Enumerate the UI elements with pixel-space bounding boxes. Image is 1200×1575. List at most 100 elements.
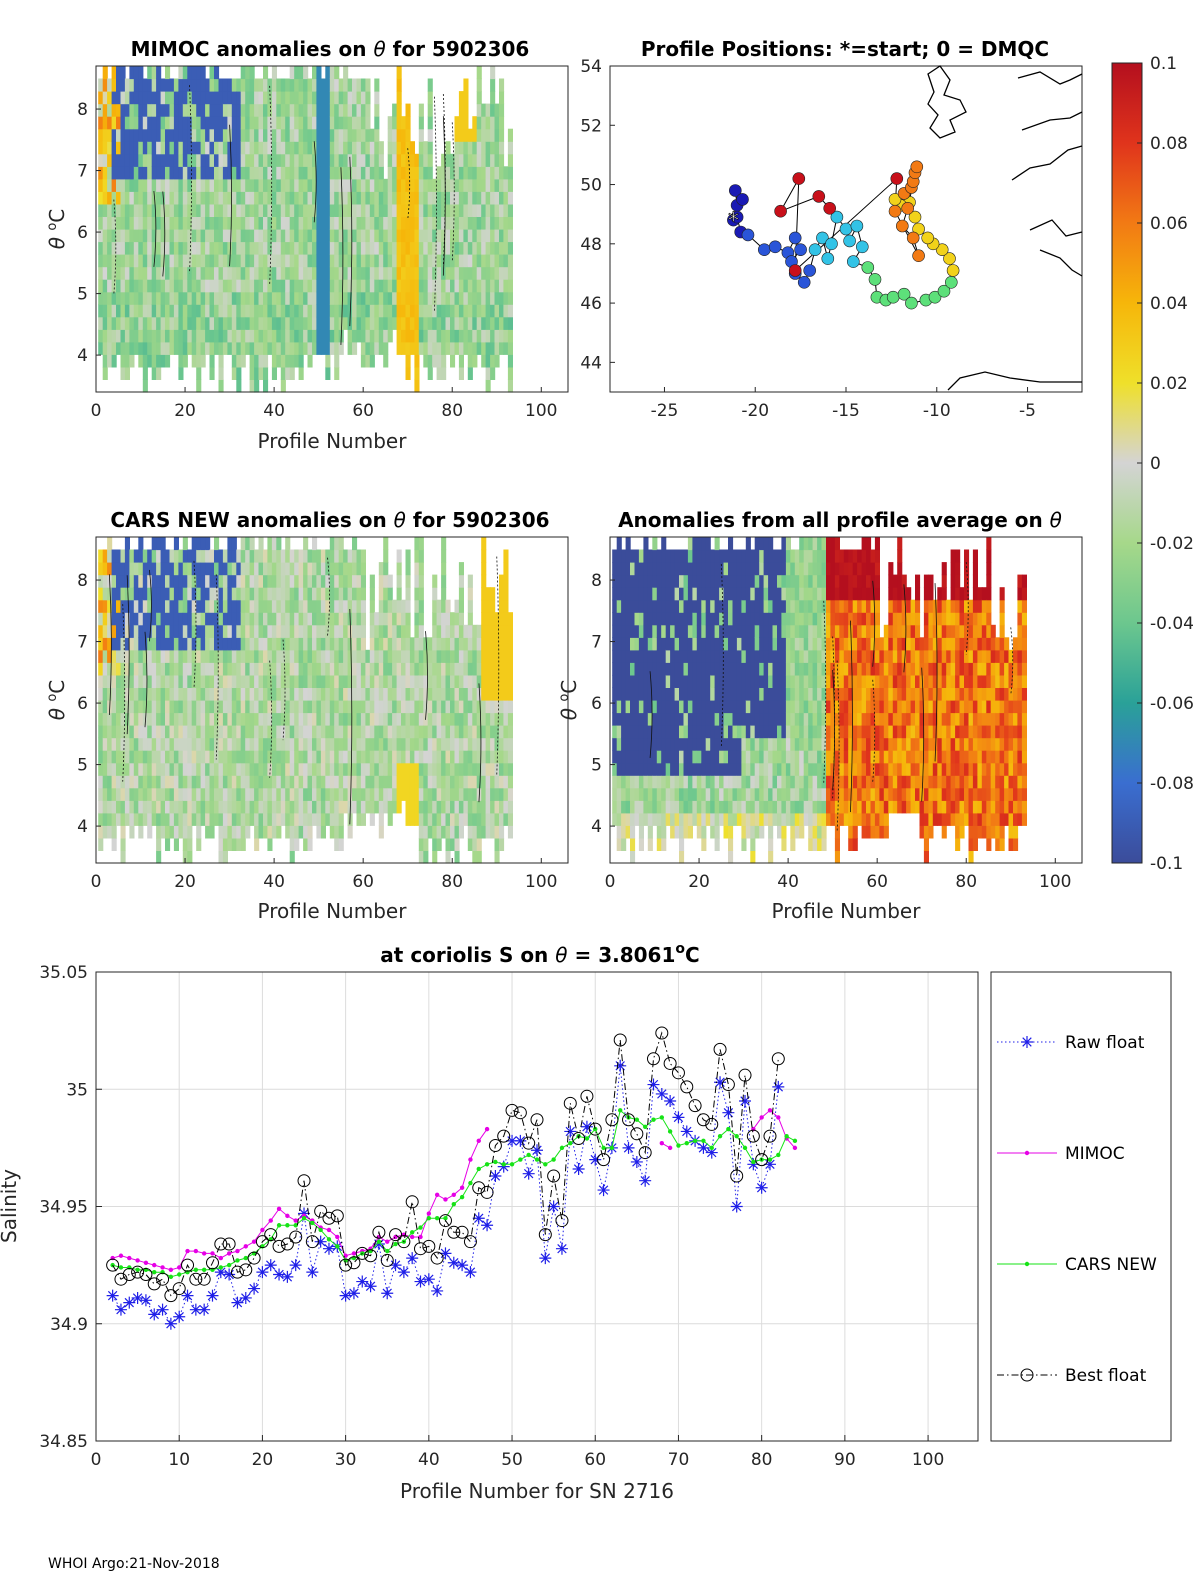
heatmap-cell — [692, 762, 698, 776]
heatmap-cell — [156, 825, 162, 839]
heatmap-cell — [418, 103, 424, 117]
heatmap-cell — [683, 800, 689, 814]
heatmap-cell — [485, 241, 491, 255]
heatmap-cell — [329, 812, 335, 826]
heatmap-cell — [307, 341, 313, 355]
heatmap-cell — [638, 624, 644, 638]
heatmap-cell — [245, 178, 251, 192]
heatmap-cell — [634, 587, 640, 601]
heatmap-cell — [165, 800, 171, 814]
cars-ytick-label: 4 — [77, 817, 88, 837]
heatmap-cell — [298, 800, 304, 814]
heatmap-cell — [138, 812, 144, 826]
heatmap-cell — [329, 216, 335, 230]
heatmap-cell — [441, 825, 447, 839]
heatmap-cell — [374, 191, 380, 205]
heatmap-cell — [665, 787, 671, 801]
heatmap-cell — [142, 254, 148, 268]
heatmap-cell — [692, 725, 698, 739]
heatmap-cell — [205, 128, 211, 142]
heatmap-cell — [347, 128, 353, 142]
heatmap-cell — [209, 229, 215, 243]
heatmap-cell — [423, 662, 429, 676]
heatmap-cell — [133, 229, 139, 243]
heatmap-cell — [294, 737, 300, 751]
track-point — [928, 290, 942, 304]
heatmap-cell — [476, 229, 482, 243]
heatmap-cell — [200, 78, 206, 92]
heatmap-cell — [692, 549, 698, 563]
heatmap-cell — [476, 750, 482, 764]
heatmap-cell — [714, 700, 720, 714]
heatmap-cell — [196, 725, 202, 739]
heatmap-cell — [490, 191, 496, 205]
heatmap-cell — [485, 649, 491, 663]
heatmap-cell — [294, 291, 300, 305]
heatmap-cell — [405, 674, 411, 688]
heatmap-cell — [432, 775, 438, 789]
heatmap-cell — [218, 687, 224, 701]
heatmap-cell — [494, 812, 500, 826]
heatmap-cell — [222, 291, 228, 305]
heatmap-cell — [472, 153, 478, 167]
heatmap-cell — [396, 662, 402, 676]
heatmap-cell — [307, 166, 313, 180]
heatmap-cell — [254, 354, 260, 368]
heatmap-cell — [432, 662, 438, 676]
track-point — [937, 284, 951, 298]
heatmap-cell — [160, 612, 166, 626]
heatmap-cell — [360, 304, 366, 318]
heatmap-cell — [476, 762, 482, 776]
heatmap-cell — [249, 612, 255, 626]
heatmap-cell — [307, 750, 313, 764]
heatmap-cell — [494, 850, 500, 864]
heatmap-cell — [169, 612, 175, 626]
heatmap-cell — [133, 166, 139, 180]
heatmap-cell — [347, 825, 353, 839]
track-point — [843, 234, 856, 248]
heatmap-cell — [338, 562, 344, 576]
heatmap-cell — [365, 662, 371, 676]
heatmap-cell — [258, 366, 264, 380]
heatmap-cell — [723, 700, 729, 714]
heatmap-cell — [507, 800, 513, 814]
heatmap-cell — [222, 78, 228, 92]
heatmap-cell — [138, 637, 144, 651]
heatmap-cell — [280, 266, 286, 280]
heatmap-cell — [352, 725, 358, 739]
heatmap-cell — [423, 725, 429, 739]
heatmap-cell — [485, 725, 491, 739]
heatmap-cell — [156, 562, 162, 576]
heatmap-cell — [156, 637, 162, 651]
heatmap-cell — [467, 825, 473, 839]
heatmap-cell — [107, 800, 113, 814]
heatmap-cell — [494, 624, 500, 638]
heatmap-cell — [343, 166, 349, 180]
heatmap-cell — [719, 762, 725, 776]
heatmap-cell — [396, 737, 402, 751]
heatmap-cell — [352, 316, 358, 330]
heatmap-cell — [298, 304, 304, 318]
heatmap-cell — [661, 762, 667, 776]
heatmap-cell — [263, 216, 269, 230]
heatmap-cell — [267, 750, 273, 764]
heatmap-cell — [124, 78, 130, 92]
heatmap-cell — [227, 812, 233, 826]
heatmap-cell — [165, 574, 171, 588]
heatmap-cell — [454, 341, 460, 355]
heatmap-cell — [191, 624, 197, 638]
heatmap-cell — [271, 153, 277, 167]
heatmap-cell — [169, 341, 175, 355]
heatmap-cell — [634, 599, 640, 613]
heatmap-cell — [120, 341, 126, 355]
heatmap-cell — [205, 587, 211, 601]
heatmap-cell — [494, 304, 500, 318]
heatmap-cell — [289, 279, 295, 293]
heatmap-cell — [320, 612, 326, 626]
heatmap-cell — [280, 712, 286, 726]
heatmap-cell — [401, 329, 407, 343]
heatmap-cell — [222, 700, 228, 714]
heatmap-cell — [294, 574, 300, 588]
heatmap-cell — [227, 787, 233, 801]
heatmap-cell — [383, 787, 389, 801]
